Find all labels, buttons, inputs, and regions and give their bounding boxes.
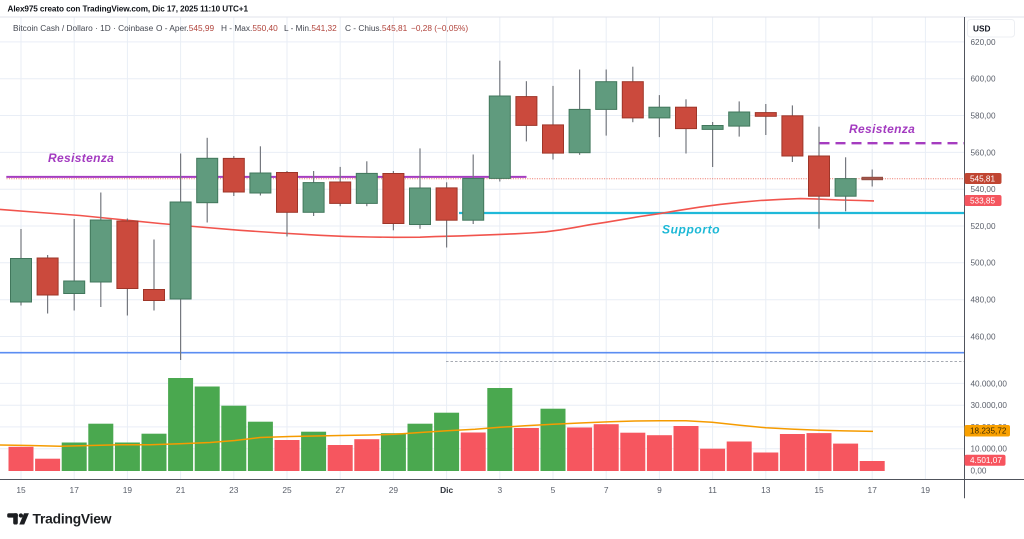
svg-text:18.235,72: 18.235,72	[970, 427, 1007, 436]
svg-text:40.000,00: 40.000,00	[971, 379, 1008, 388]
svg-text:−0,28 (−0,05%): −0,28 (−0,05%)	[411, 23, 468, 33]
svg-text:Resistenza: Resistenza	[849, 122, 915, 136]
svg-text:17: 17	[70, 485, 80, 495]
svg-text:13: 13	[761, 485, 771, 495]
svg-text:0,00: 0,00	[971, 466, 987, 475]
svg-text:H - Max.550,40: H - Max.550,40	[221, 23, 278, 33]
svg-text:Alex975 creato con TradingView: Alex975 creato con TradingView.com, Dic …	[8, 5, 249, 14]
svg-text:520,00: 520,00	[971, 222, 996, 231]
svg-text:545,81: 545,81	[970, 174, 995, 183]
svg-text:21: 21	[176, 485, 186, 495]
svg-text:Dic: Dic	[440, 485, 453, 495]
svg-text:25: 25	[282, 485, 292, 495]
svg-text:L - Min.541,32: L - Min.541,32	[284, 23, 337, 33]
svg-text:540,00: 540,00	[971, 185, 996, 194]
svg-text:460,00: 460,00	[971, 332, 996, 341]
svg-text:19: 19	[123, 485, 133, 495]
svg-text:580,00: 580,00	[971, 111, 996, 120]
svg-text:Bitcoin Cash / Dollaro · 1D ·: Bitcoin Cash / Dollaro · 1D · Coinbase	[13, 23, 154, 33]
svg-text:4.501,07: 4.501,07	[970, 456, 1002, 465]
svg-text:Resistenza: Resistenza	[48, 151, 114, 165]
svg-text:620,00: 620,00	[971, 38, 996, 47]
svg-text:11: 11	[708, 485, 717, 495]
svg-text:30.000,00: 30.000,00	[971, 401, 1008, 410]
svg-text:23: 23	[229, 485, 239, 495]
svg-text:600,00: 600,00	[971, 75, 996, 84]
svg-text:Supporto: Supporto	[662, 223, 720, 237]
svg-text:19: 19	[921, 485, 931, 495]
svg-text:7: 7	[604, 485, 609, 495]
svg-text:15: 15	[16, 485, 26, 495]
svg-text:TradingView: TradingView	[33, 512, 112, 527]
svg-text:15: 15	[814, 485, 824, 495]
svg-text:C - Chius.545,81: C - Chius.545,81	[345, 23, 408, 33]
svg-text:500,00: 500,00	[971, 259, 996, 268]
svg-text:5: 5	[551, 485, 556, 495]
svg-text:533,85: 533,85	[970, 196, 995, 205]
svg-text:USD: USD	[973, 24, 991, 34]
svg-text:27: 27	[336, 485, 346, 495]
svg-text:9: 9	[657, 485, 662, 495]
svg-text:29: 29	[389, 485, 399, 495]
svg-text:3: 3	[497, 485, 502, 495]
svg-text:480,00: 480,00	[971, 296, 996, 305]
svg-text:17: 17	[868, 485, 878, 495]
svg-text:560,00: 560,00	[971, 148, 996, 157]
svg-text:10.000,00: 10.000,00	[971, 445, 1008, 454]
svg-text:O - Aper.545,99: O - Aper.545,99	[156, 23, 215, 33]
